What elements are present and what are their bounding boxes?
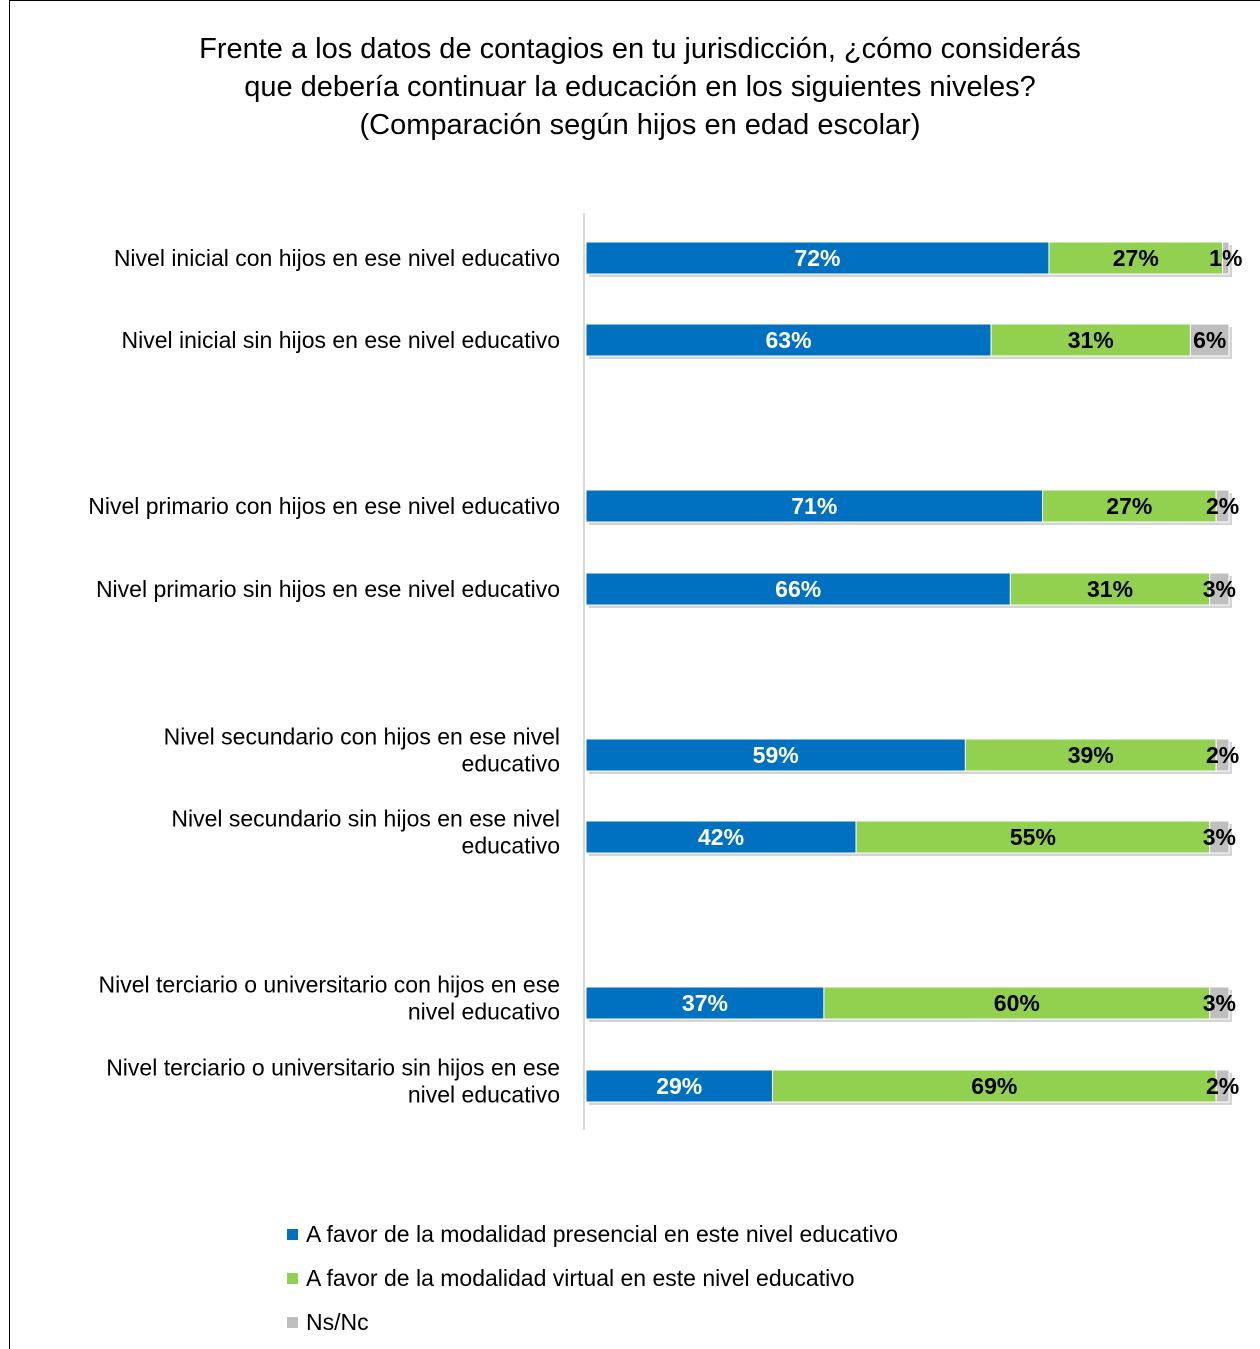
category-label: Nivel secundario sin hijos en ese nivel e… xyxy=(171,806,560,859)
legend: A favor de la modalidad presencial en es… xyxy=(287,1212,898,1344)
bar-presencial xyxy=(585,1069,773,1103)
category-label-line: educativo xyxy=(462,751,560,777)
category-label-line: nivel educativo xyxy=(408,999,560,1025)
category-label-line: Nivel terciario o universitario sin hijo… xyxy=(106,1055,560,1081)
bar-nsnc xyxy=(1222,241,1230,275)
data-label-presencial: 42% xyxy=(698,824,744,850)
legend-label-presencial: A favor de la modalidad presencial en es… xyxy=(306,1220,898,1247)
chart-title: Frente a los datos de contagios en tu ju… xyxy=(100,30,1180,144)
category-label: Nivel primario con hijos en ese nivel ed… xyxy=(88,493,560,519)
category-label: Nivel inicial con hijos en ese nivel edu… xyxy=(114,245,560,271)
bar-virtual xyxy=(1009,572,1211,606)
bar-presencial xyxy=(585,572,1011,606)
bar-presencial xyxy=(585,489,1044,523)
bar-presencial xyxy=(585,820,857,854)
bar-virtual xyxy=(1042,489,1217,523)
data-label-virtual: 27% xyxy=(1113,245,1159,271)
bar-nsnc xyxy=(1209,820,1230,854)
data-label-presencial: 66% xyxy=(775,576,821,602)
data-label-presencial: 71% xyxy=(791,493,837,519)
bar-presencial xyxy=(585,241,1050,275)
data-label-presencial: 72% xyxy=(794,245,840,271)
legend-label-nsnc: Ns/Nc xyxy=(306,1308,369,1335)
bar-virtual xyxy=(964,738,1217,772)
bar-virtual xyxy=(771,1069,1217,1103)
data-label-nsnc: 2% xyxy=(1206,1073,1239,1099)
bar-nsnc xyxy=(1215,489,1230,523)
bar-nsnc xyxy=(1189,323,1230,357)
data-label-presencial: 63% xyxy=(766,327,812,353)
data-label-nsnc: 3% xyxy=(1203,576,1236,602)
legend-swatch-presencial xyxy=(287,1228,298,1240)
bar-nsnc xyxy=(1215,738,1230,772)
legend-item-nsnc: Ns/Nc xyxy=(287,1300,898,1344)
data-label-nsnc: 3% xyxy=(1203,990,1236,1016)
data-label-virtual: 27% xyxy=(1106,493,1152,519)
chart-title-line-3: (Comparación según hijos en edad escolar… xyxy=(359,109,921,141)
bar-presencial xyxy=(585,738,966,772)
category-label-line: Nivel inicial con hijos en ese nivel edu… xyxy=(114,245,560,271)
category-label-line: Nivel primario con hijos en ese nivel ed… xyxy=(88,493,560,519)
data-label-virtual: 69% xyxy=(971,1073,1017,1099)
data-label-nsnc: 3% xyxy=(1203,824,1236,850)
legend-item-presencial: A favor de la modalidad presencial en es… xyxy=(287,1212,898,1256)
category-label-line: Nivel inicial sin hijos en ese nivel edu… xyxy=(121,327,560,353)
chart-title-line-1: Frente a los datos de contagios en tu ju… xyxy=(199,33,1081,65)
bar-nsnc xyxy=(1209,572,1230,606)
category-label-line: Nivel secundario con hijos en ese nivel xyxy=(164,724,560,750)
category-label: Nivel secundario con hijos en ese nivel e… xyxy=(164,724,560,777)
data-label-virtual: 55% xyxy=(1010,824,1056,850)
chart-frame xyxy=(9,0,1260,1349)
category-label: Nivel inicial sin hijos en ese nivel edu… xyxy=(121,327,560,353)
category-label: Nivel terciario o universitario con hijo… xyxy=(99,972,561,1025)
bar-presencial xyxy=(585,986,825,1020)
bar-nsnc xyxy=(1209,986,1230,1020)
category-label: Nivel terciario o universitario sin hijo… xyxy=(106,1055,560,1108)
data-label-nsnc: 2% xyxy=(1206,493,1239,519)
legend-swatch-virtual xyxy=(287,1272,298,1284)
category-label-line: Nivel secundario sin hijos en ese nivel xyxy=(171,806,560,832)
data-label-virtual: 31% xyxy=(1068,327,1114,353)
category-label-line: educativo xyxy=(462,833,560,859)
data-label-presencial: 29% xyxy=(656,1073,702,1099)
data-label-nsnc: 1% xyxy=(1209,245,1242,271)
legend-item-virtual: A favor de la modalidad virtual en este … xyxy=(287,1256,898,1300)
category-label: Nivel primario sin hijos en ese nivel ed… xyxy=(96,576,560,602)
category-label-line: Nivel primario sin hijos en ese nivel ed… xyxy=(96,576,560,602)
data-label-nsnc: 2% xyxy=(1206,742,1239,768)
category-label-line: Nivel terciario o universitario con hijo… xyxy=(99,972,561,998)
data-label-virtual: 31% xyxy=(1087,576,1133,602)
data-label-nsnc: 6% xyxy=(1193,327,1226,353)
data-label-presencial: 59% xyxy=(753,742,799,768)
data-label-presencial: 37% xyxy=(682,990,728,1016)
legend-label-virtual: A favor de la modalidad virtual en este … xyxy=(306,1264,855,1291)
category-label-line: nivel educativo xyxy=(408,1082,560,1108)
data-label-virtual: 60% xyxy=(994,990,1040,1016)
chart-title-line-2: que debería continuar la educación en lo… xyxy=(244,71,1036,103)
legend-swatch-nsnc xyxy=(287,1316,298,1328)
bar-nsnc xyxy=(1215,1069,1230,1103)
data-label-virtual: 39% xyxy=(1068,742,1114,768)
